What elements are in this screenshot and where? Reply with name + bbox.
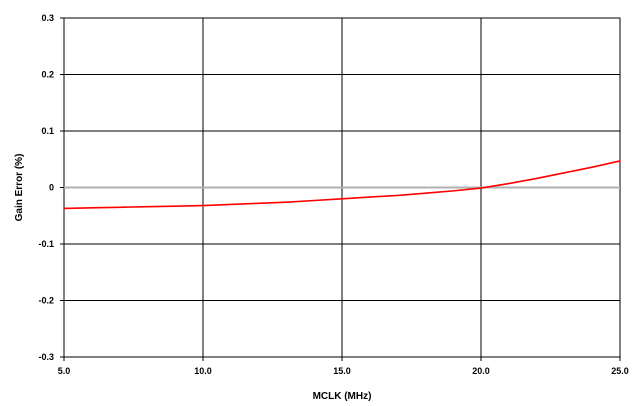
x-axis-label: MCLK (MHz) [313,391,372,402]
tick-label-layer: -0.3 -0.2 -0.1 0 0.1 0.2 0.3 5.0 10.0 15.0 20.0 25.… [38,13,628,376]
y-tick-label: 0 [49,183,54,193]
y-tick-label: 0.2 [41,70,54,80]
series-layer [63,160,621,210]
x-tick-label: 15.0 [333,366,351,376]
y-tick-label: -0.3 [38,352,54,362]
x-tick-label: 25.0 [611,366,629,376]
y-axis-label: Gain Error (%) [14,154,25,222]
x-tick-label: 20.0 [472,366,490,376]
x-tick-label: 10.0 [194,366,212,376]
x-tick-label: 5.0 [58,366,71,376]
y-tick-label: 0.3 [41,13,54,23]
y-tick-label: -0.1 [38,239,54,249]
y-tick-label: 0.1 [41,126,54,136]
series-line [63,160,621,210]
y-tick-label: -0.2 [38,296,54,306]
